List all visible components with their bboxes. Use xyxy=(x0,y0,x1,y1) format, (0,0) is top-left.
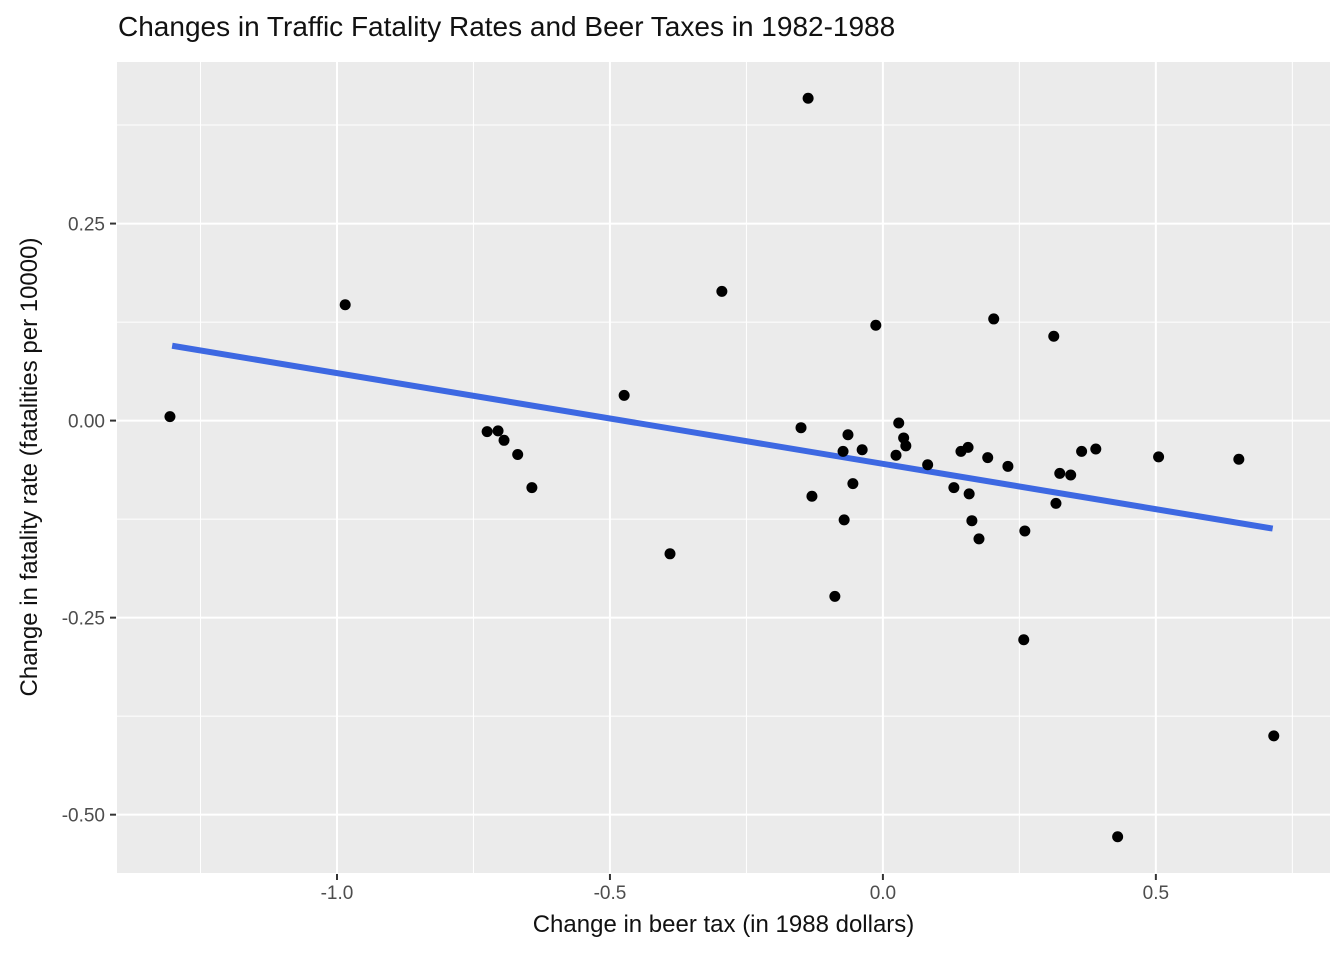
data-point xyxy=(1054,467,1066,479)
data-point xyxy=(1019,525,1031,537)
data-point xyxy=(856,444,868,456)
y-tick-label: 0.00 xyxy=(68,412,105,433)
data-point xyxy=(893,417,905,429)
data-point xyxy=(988,313,1000,325)
x-tick-label: 0.5 xyxy=(1143,883,1169,904)
x-tick-label: -1.0 xyxy=(321,883,354,904)
data-point xyxy=(829,590,841,602)
data-point xyxy=(963,488,975,500)
data-point xyxy=(1153,451,1165,463)
data-point xyxy=(164,411,176,423)
plot-panel xyxy=(117,62,1330,873)
chart-title: Changes in Traffic Fatality Rates and Be… xyxy=(118,11,896,42)
data-point xyxy=(838,514,850,526)
data-point xyxy=(806,490,818,502)
data-point xyxy=(1048,330,1060,342)
data-point xyxy=(842,429,854,441)
data-point xyxy=(339,299,351,311)
data-point xyxy=(716,285,728,297)
data-point xyxy=(795,422,807,434)
data-point xyxy=(1268,730,1280,742)
data-point xyxy=(966,515,978,527)
data-point xyxy=(492,425,504,437)
data-point xyxy=(481,426,493,438)
data-point xyxy=(870,319,882,331)
x-tick-label: -0.5 xyxy=(594,883,627,904)
data-point xyxy=(1002,460,1014,472)
x-axis-title: Change in beer tax (in 1988 dollars) xyxy=(532,911,915,938)
data-point xyxy=(526,482,538,494)
data-point xyxy=(948,482,960,494)
data-point xyxy=(847,478,859,490)
trend-line xyxy=(171,342,1274,532)
data-point xyxy=(1090,443,1102,455)
data-point xyxy=(890,449,902,461)
data-point xyxy=(837,445,849,457)
y-tick-label: -0.25 xyxy=(62,609,105,630)
data-point xyxy=(962,441,974,453)
x-tick-label: 0.0 xyxy=(870,883,896,904)
y-tick-label: 0.25 xyxy=(68,215,105,236)
data-point xyxy=(900,440,912,452)
data-point xyxy=(973,533,985,545)
data-point xyxy=(1076,445,1088,457)
data-point xyxy=(1050,497,1062,509)
data-point xyxy=(802,92,814,104)
data-point xyxy=(618,389,630,401)
data-point xyxy=(498,434,510,446)
data-point xyxy=(1018,634,1030,646)
data-point xyxy=(664,548,676,560)
data-point xyxy=(1112,831,1124,843)
data-point xyxy=(922,459,934,471)
y-tick-label: -0.50 xyxy=(62,806,105,827)
data-point xyxy=(1065,469,1077,481)
data-point xyxy=(1233,453,1245,465)
data-point xyxy=(512,448,524,460)
data-point xyxy=(982,452,994,464)
